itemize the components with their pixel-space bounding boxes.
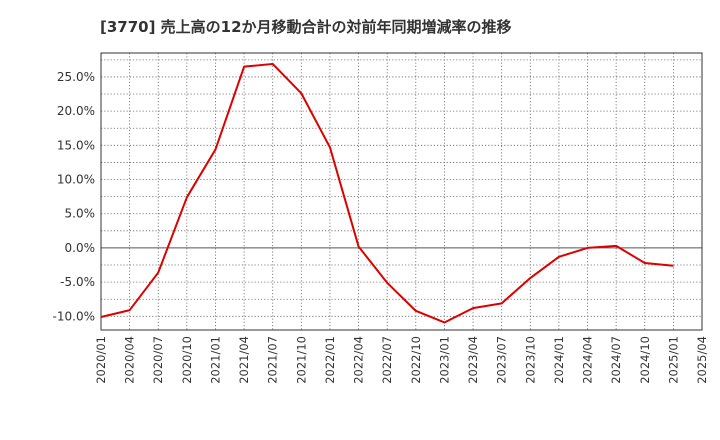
plot-area: [101, 53, 702, 330]
x-tick-label: 2024/04: [581, 336, 595, 384]
x-tick-label: 2022/04: [352, 336, 366, 384]
x-tick-label: 2020/07: [151, 336, 165, 384]
x-tick-label: 2022/07: [380, 336, 394, 384]
x-tick-label: 2020/01: [94, 336, 108, 384]
x-tick-label: 2021/07: [266, 336, 280, 384]
x-tick-label: 2021/04: [237, 336, 251, 384]
y-tick-label: 0.0%: [65, 241, 96, 255]
y-tick-label: -5.0%: [60, 275, 95, 289]
x-tick-label: 2024/01: [552, 336, 566, 384]
x-tick-label: 2023/07: [495, 336, 509, 384]
x-tick-label: 2023/01: [437, 336, 451, 384]
y-tick-label: 20.0%: [57, 104, 95, 118]
x-tick-label: 2023/10: [523, 336, 537, 384]
y-tick-label: 25.0%: [57, 70, 95, 84]
x-tick-label: 2021/01: [208, 336, 222, 384]
x-tick-label: 2022/01: [323, 336, 337, 384]
x-tick-label: 2025/04: [695, 336, 709, 384]
x-tick-label: 2021/10: [294, 336, 308, 384]
x-tick-label: 2023/04: [466, 336, 480, 384]
chart-title: [3770] 売上高の12か月移動合計の対前年同期増減率の推移: [100, 18, 512, 36]
x-tick-label: 2024/10: [638, 336, 652, 384]
x-tick-label: 2020/04: [123, 336, 137, 384]
y-tick-label: -10.0%: [53, 309, 95, 323]
x-tick-label: 2024/07: [609, 336, 623, 384]
y-tick-label: 10.0%: [57, 173, 95, 187]
x-tick-label: 2020/10: [180, 336, 194, 384]
series-line: [100, 62, 674, 324]
x-tick-label: 2025/01: [666, 336, 680, 384]
x-tick-label: 2022/10: [409, 336, 423, 384]
plot-border: [100, 52, 703, 331]
y-tick-label: 15.0%: [57, 138, 95, 152]
y-tick-label: 5.0%: [65, 207, 96, 221]
